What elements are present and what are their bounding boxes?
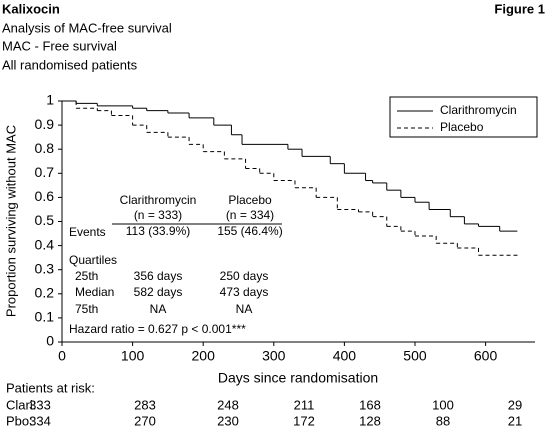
annotation: Quartiles xyxy=(69,253,117,267)
y-axis-label: Proportion surviving without MAC xyxy=(3,125,18,317)
annotation: 582 days xyxy=(134,285,183,299)
y-tick-label: 0.5 xyxy=(35,212,55,228)
y-tick-label: 0.8 xyxy=(35,140,55,156)
figure-label: Figure 1 xyxy=(494,1,545,16)
legend xyxy=(389,96,538,138)
annotation: 75th xyxy=(75,302,98,316)
risk-count: 168 xyxy=(359,397,381,412)
x-tick-label: 600 xyxy=(474,348,498,364)
risk-count: 128 xyxy=(359,413,381,428)
y-tick-label: 0.7 xyxy=(35,164,55,180)
risk-count: 88 xyxy=(436,413,450,428)
x-tick-label: 0 xyxy=(58,348,66,364)
annotation: 25th xyxy=(75,269,98,283)
subtitle: All randomised patients xyxy=(2,57,138,72)
annotation: 250 days xyxy=(220,269,269,283)
annotation: Hazard ratio = 0.627 p < 0.001*** xyxy=(69,322,246,336)
annotation: 356 days xyxy=(134,269,183,283)
risk-count: 172 xyxy=(293,413,315,428)
annotation: 113 (33.9%) xyxy=(126,224,190,238)
annotation: 473 days xyxy=(220,285,269,299)
risk-row-label: Pbo: xyxy=(6,413,33,428)
y-tick-label: 0.1 xyxy=(35,309,55,325)
risk-count: 230 xyxy=(217,413,239,428)
annotation: NA xyxy=(150,302,167,316)
annotation: Placebo xyxy=(228,193,272,207)
risk-title: Patients at risk: xyxy=(6,380,95,395)
risk-count: 270 xyxy=(134,413,156,428)
x-tick-label: 200 xyxy=(192,348,216,364)
annotation: 155 (46.4%) xyxy=(217,224,282,238)
y-tick-label: 0 xyxy=(46,333,54,349)
subtitle: MAC - Free survival xyxy=(2,38,117,53)
legend-label: Clarithromycin xyxy=(440,103,517,117)
y-tick-label: 1 xyxy=(46,92,54,108)
annotation: (n = 334) xyxy=(226,208,274,222)
x-tick-label: 400 xyxy=(333,348,357,364)
legend-label: Placebo xyxy=(440,120,484,134)
risk-count: 211 xyxy=(294,397,315,412)
chart-title: Kalixocin xyxy=(2,1,60,16)
y-tick-label: 0.3 xyxy=(35,260,55,276)
risk-count: 29 xyxy=(508,397,522,412)
risk-count: 21 xyxy=(508,413,522,428)
legend-box xyxy=(389,96,538,138)
x-tick-label: 500 xyxy=(403,348,427,364)
annotation: NA xyxy=(236,302,253,316)
risk-count: 283 xyxy=(134,397,156,412)
annotation: (n = 333) xyxy=(134,208,182,222)
subtitle: Analysis of MAC-free survival xyxy=(2,20,172,35)
annotation: Clarithromycin xyxy=(120,193,197,207)
y-tick-label: 0.6 xyxy=(35,188,55,204)
risk-count: 100 xyxy=(432,397,454,412)
y-tick-label: 0.4 xyxy=(35,236,55,252)
x-axis-label: Days since randomisation xyxy=(218,370,378,386)
risk-count: 333 xyxy=(29,397,51,412)
annotation: Events xyxy=(69,225,106,239)
risk-row-label: Clari: xyxy=(6,397,36,412)
risk-count: 248 xyxy=(217,397,239,412)
annotation: Median xyxy=(75,285,114,299)
risk-count: 334 xyxy=(29,413,51,428)
annotation-table: Clarithromycin (n = 333) Placebo (n = 33… xyxy=(69,193,283,336)
x-tick-label: 300 xyxy=(262,348,286,364)
y-tick-label: 0.2 xyxy=(35,285,55,301)
y-tick-label: 0.9 xyxy=(35,116,55,132)
x-tick-label: 100 xyxy=(121,348,145,364)
